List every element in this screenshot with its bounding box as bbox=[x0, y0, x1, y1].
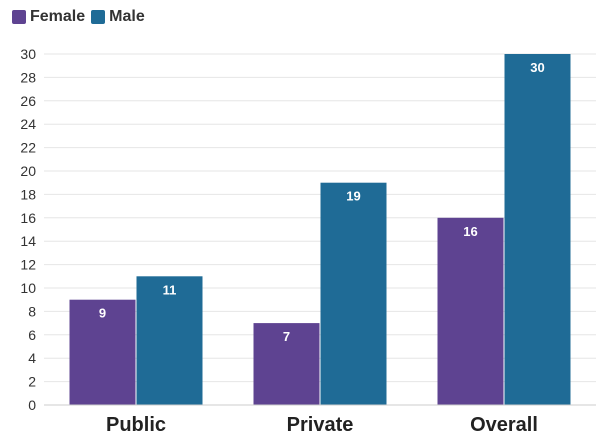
legend: Female Male bbox=[12, 8, 145, 26]
bar-female-overall bbox=[437, 217, 504, 405]
y-tick-label: 22 bbox=[20, 140, 36, 156]
bar-female-private bbox=[253, 323, 320, 405]
y-tick-label: 16 bbox=[20, 210, 36, 226]
bar-male-private bbox=[320, 182, 387, 405]
x-tick-label: Private bbox=[287, 414, 354, 436]
legend-label-male: Male bbox=[109, 8, 145, 25]
bar-male-overall bbox=[504, 54, 571, 405]
data-label: 11 bbox=[163, 282, 177, 297]
data-label: 16 bbox=[463, 224, 477, 239]
legend-label-female: Female bbox=[30, 8, 86, 25]
bar-female-public bbox=[69, 299, 136, 405]
data-label: 9 bbox=[99, 306, 106, 321]
y-tick-label: 2 bbox=[28, 374, 36, 390]
bar-male-public bbox=[136, 276, 203, 405]
data-label: 30 bbox=[530, 60, 544, 75]
y-tick-label: 4 bbox=[28, 350, 36, 366]
y-tick-label: 14 bbox=[20, 233, 36, 249]
y-tick-label: 8 bbox=[28, 303, 36, 319]
legend-swatch-female bbox=[12, 10, 26, 24]
y-tick-label: 28 bbox=[20, 69, 36, 85]
x-tick-label: Public bbox=[106, 414, 166, 436]
x-tick-label: Overall bbox=[470, 414, 538, 436]
y-tick-label: 24 bbox=[20, 116, 36, 132]
y-tick-label: 30 bbox=[20, 46, 36, 62]
data-label: 7 bbox=[283, 329, 290, 344]
y-tick-label: 26 bbox=[20, 93, 36, 109]
legend-item-male: Male bbox=[91, 8, 145, 26]
y-tick-label: 18 bbox=[20, 186, 36, 202]
legend-item-female: Female bbox=[12, 8, 85, 26]
y-tick-label: 0 bbox=[28, 397, 36, 413]
y-tick-label: 20 bbox=[20, 163, 36, 179]
y-tick-label: 6 bbox=[28, 327, 36, 343]
legend-swatch-male bbox=[91, 10, 106, 24]
y-tick-label: 12 bbox=[20, 257, 36, 273]
y-tick-label: 10 bbox=[20, 280, 36, 296]
data-label: 19 bbox=[346, 189, 360, 204]
